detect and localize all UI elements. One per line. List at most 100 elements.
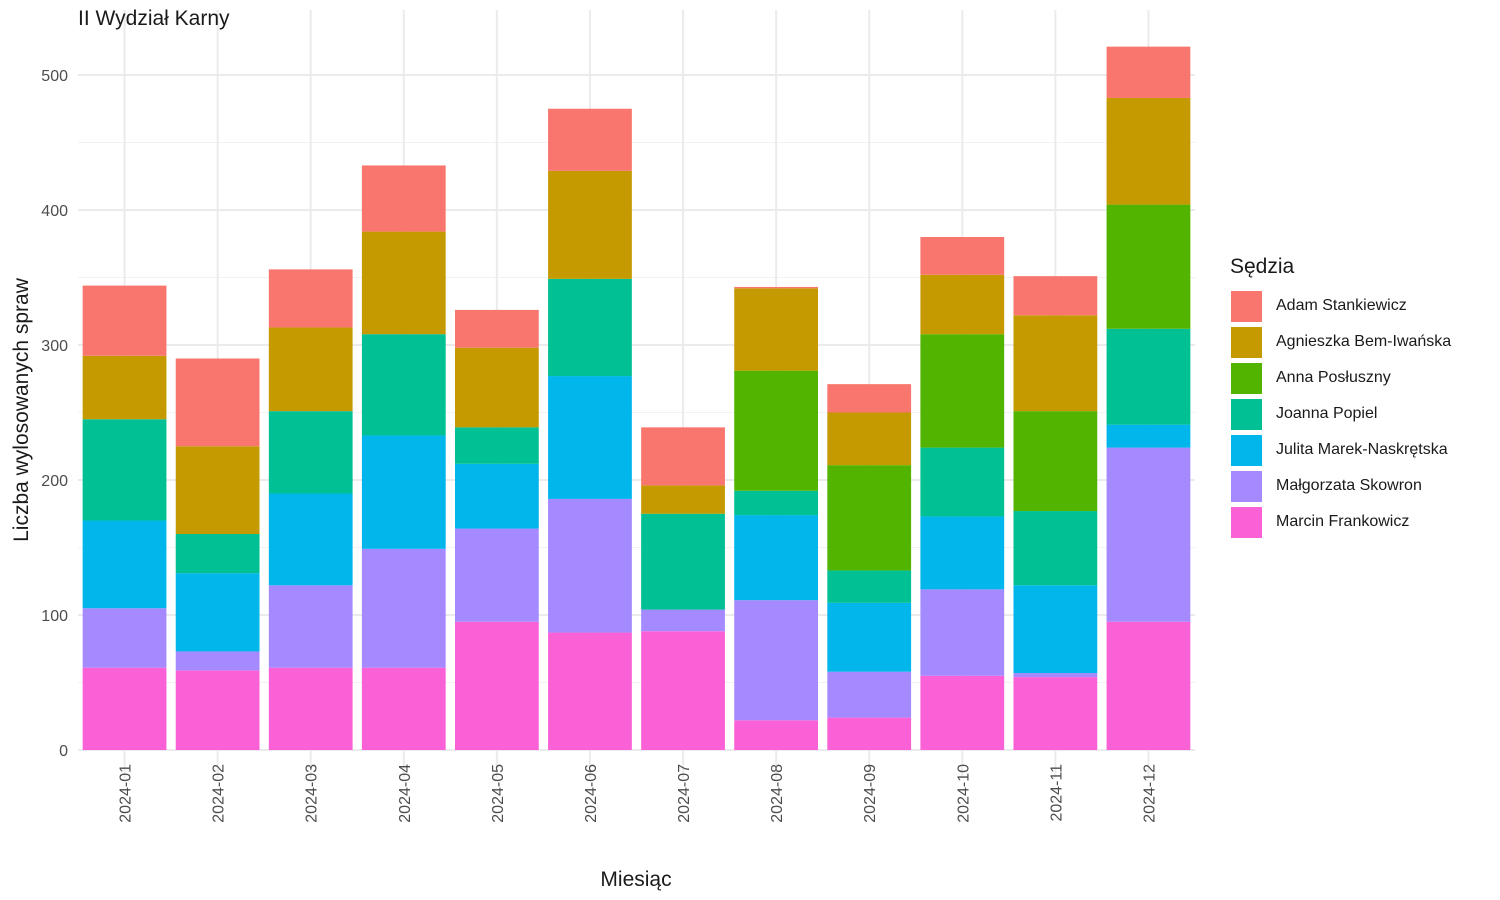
bar-segment xyxy=(641,513,725,610)
x-axis-label: Miesiąc xyxy=(600,868,671,891)
bar-segment xyxy=(1013,585,1098,674)
y-tick-label: 100 xyxy=(41,608,68,625)
bar-segment xyxy=(827,384,912,413)
bar-segment xyxy=(827,671,912,718)
bar-segment xyxy=(734,286,819,289)
bar-segment xyxy=(361,231,446,335)
bar-segment xyxy=(548,170,632,279)
bar-segment xyxy=(548,498,632,633)
bar-segment xyxy=(175,358,260,447)
bar-segment xyxy=(548,108,632,171)
bar-segment xyxy=(827,465,912,571)
bar-segment xyxy=(268,411,353,494)
legend: Sędzia Adam Stankiewicz Agnieszka Bem-Iwa… xyxy=(1230,254,1451,540)
bar-segment xyxy=(1106,204,1191,329)
bar-segment xyxy=(82,285,167,356)
bar-segment xyxy=(548,376,632,499)
bar-segment xyxy=(734,720,819,750)
bar-segment xyxy=(1106,328,1191,425)
legend-label: Julita Marek-Naskrętska xyxy=(1276,441,1448,458)
x-tick-label: 2024-04 xyxy=(397,764,414,823)
legend-item: Anna Posłuszny xyxy=(1230,360,1451,396)
bar-segment xyxy=(734,490,819,516)
chart-title: II Wydział Karny xyxy=(78,7,230,30)
bar-segment xyxy=(641,427,725,486)
bar-segment xyxy=(1013,673,1098,678)
bar-segment xyxy=(920,675,1005,750)
bar-segment xyxy=(1106,424,1191,448)
bar-segment xyxy=(734,370,819,491)
bar-segment xyxy=(734,515,819,601)
bar-segment xyxy=(454,528,539,622)
bar-segment xyxy=(920,589,1005,676)
bar-segment xyxy=(454,427,539,464)
bar-segment xyxy=(1106,447,1191,622)
bar-segment xyxy=(920,237,1005,275)
bar-segment xyxy=(734,288,819,371)
x-axis-ticks: 2024-01 2024-02 2024-03 2024-04 2024-05 2024-… xyxy=(118,764,1159,823)
y-tick-label: 400 xyxy=(41,203,68,220)
y-tick-label: 200 xyxy=(41,473,68,490)
bar-segment xyxy=(734,600,819,721)
x-tick-label: 2024-12 xyxy=(1141,764,1158,823)
legend-swatch xyxy=(1230,433,1263,467)
bar-segment xyxy=(268,585,353,668)
legend-item: Julita Marek-Naskrętska xyxy=(1230,432,1451,468)
legend-item: Małgorzata Skowron xyxy=(1230,468,1451,504)
legend-items: Adam Stankiewicz Agnieszka Bem-Iwańska Ann… xyxy=(1230,288,1451,540)
legend-swatch xyxy=(1230,325,1263,359)
legend-swatch xyxy=(1230,361,1263,395)
legend-label: Małgorzata Skowron xyxy=(1276,477,1422,494)
bar-segment xyxy=(1106,46,1191,98)
bar-segment xyxy=(920,334,1005,448)
bar-segment xyxy=(454,621,539,750)
bar-segment xyxy=(454,309,539,348)
x-tick-label: 2024-05 xyxy=(490,764,507,823)
y-axis-ticks: 0 100 200 300 400 500 xyxy=(41,68,68,760)
bar-segment xyxy=(82,419,167,521)
bar-segment xyxy=(1013,511,1098,586)
bar-segment xyxy=(827,412,912,466)
legend-item: Agnieszka Bem-Iwańska xyxy=(1230,324,1451,360)
bar-segment xyxy=(548,632,632,750)
x-tick-label: 2024-01 xyxy=(118,764,135,823)
bar-segment xyxy=(1106,621,1191,750)
x-tick-label: 2024-03 xyxy=(304,764,321,823)
legend-item: Joanna Popiel xyxy=(1230,396,1451,432)
legend-label: Agnieszka Bem-Iwańska xyxy=(1276,333,1452,350)
legend-label: Adam Stankiewicz xyxy=(1276,297,1407,314)
y-tick-label: 0 xyxy=(59,743,68,760)
bar-segment xyxy=(1013,677,1098,750)
bar-segment xyxy=(361,667,446,750)
bar-segment xyxy=(82,608,167,668)
legend-item: Adam Stankiewicz xyxy=(1230,288,1451,324)
bar-segment xyxy=(548,278,632,377)
bars xyxy=(82,46,1191,750)
bar-segment xyxy=(454,463,539,529)
bar-segment xyxy=(82,667,167,750)
bar-segment xyxy=(827,570,912,603)
bar-segment xyxy=(641,609,725,632)
x-tick-label: 2024-06 xyxy=(583,764,600,823)
bar-segment xyxy=(1013,276,1098,316)
bar-segment xyxy=(641,631,725,750)
bar-segment xyxy=(361,435,446,549)
x-tick-label: 2024-07 xyxy=(676,764,693,823)
legend-label: Joanna Popiel xyxy=(1276,405,1378,422)
bar-segment xyxy=(641,485,725,514)
bar-segment xyxy=(920,516,1005,590)
bar-segment xyxy=(175,670,260,750)
x-tick-label: 2024-08 xyxy=(769,764,786,823)
bar-segment xyxy=(920,274,1005,335)
bar-segment xyxy=(175,534,260,574)
legend-swatch xyxy=(1230,397,1263,431)
legend-label: Anna Posłuszny xyxy=(1276,369,1391,386)
bar-segment xyxy=(361,334,446,436)
legend-swatch xyxy=(1230,289,1263,323)
legend-label: Marcin Frankowicz xyxy=(1276,513,1410,530)
bar-segment xyxy=(1106,97,1191,205)
bar-segment xyxy=(268,327,353,412)
bar-segment xyxy=(268,493,353,586)
x-tick-label: 2024-11 xyxy=(1048,764,1065,822)
